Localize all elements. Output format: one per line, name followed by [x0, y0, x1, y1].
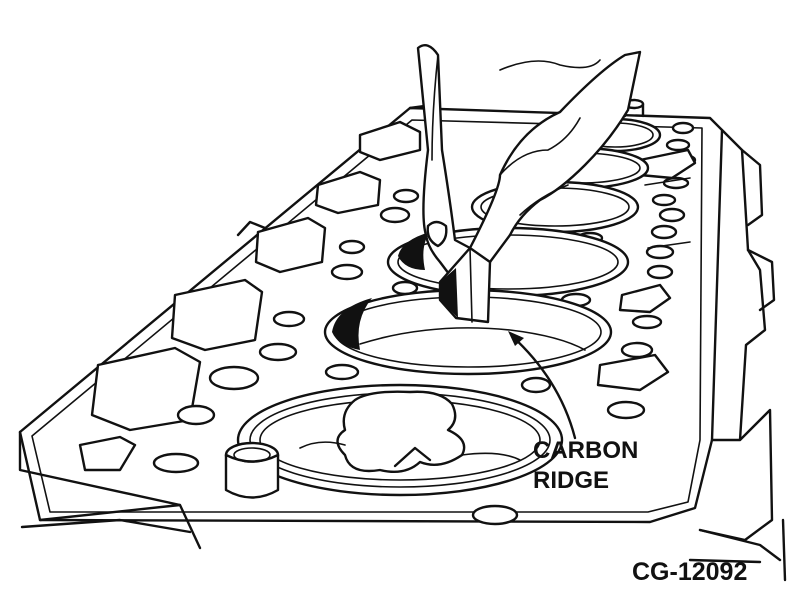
block-left-lip — [236, 104, 427, 237]
block-right-bosses — [740, 148, 776, 312]
callout-label-line2: RIDGE — [533, 467, 609, 494]
bore-4-shadow — [398, 232, 430, 270]
piston-notch — [393, 446, 432, 468]
carbon-ridge-band — [359, 327, 586, 351]
finger-lines — [431, 54, 601, 216]
bore-5-shadow — [332, 298, 372, 350]
coolant-passages — [78, 120, 444, 474]
bolt-holes-right — [471, 121, 697, 526]
arrow-head — [508, 331, 524, 346]
callout-leader — [508, 331, 577, 440]
cylinder-bores — [236, 117, 662, 497]
gasket-inner-edge — [31, 119, 703, 513]
figure-code: CG-12092 — [632, 558, 747, 586]
fingernail — [426, 220, 448, 248]
hand-with-scraper — [416, 44, 642, 324]
hand — [416, 44, 642, 292]
piston-valve-reliefs — [336, 390, 466, 473]
block-bottom-right — [688, 528, 782, 564]
dowel-pin-front — [224, 441, 280, 499]
block-bottom-line — [20, 518, 192, 534]
scraper-shadow — [440, 268, 458, 318]
callout-label-line1: CARBON — [533, 437, 638, 464]
stud-right — [781, 518, 787, 582]
